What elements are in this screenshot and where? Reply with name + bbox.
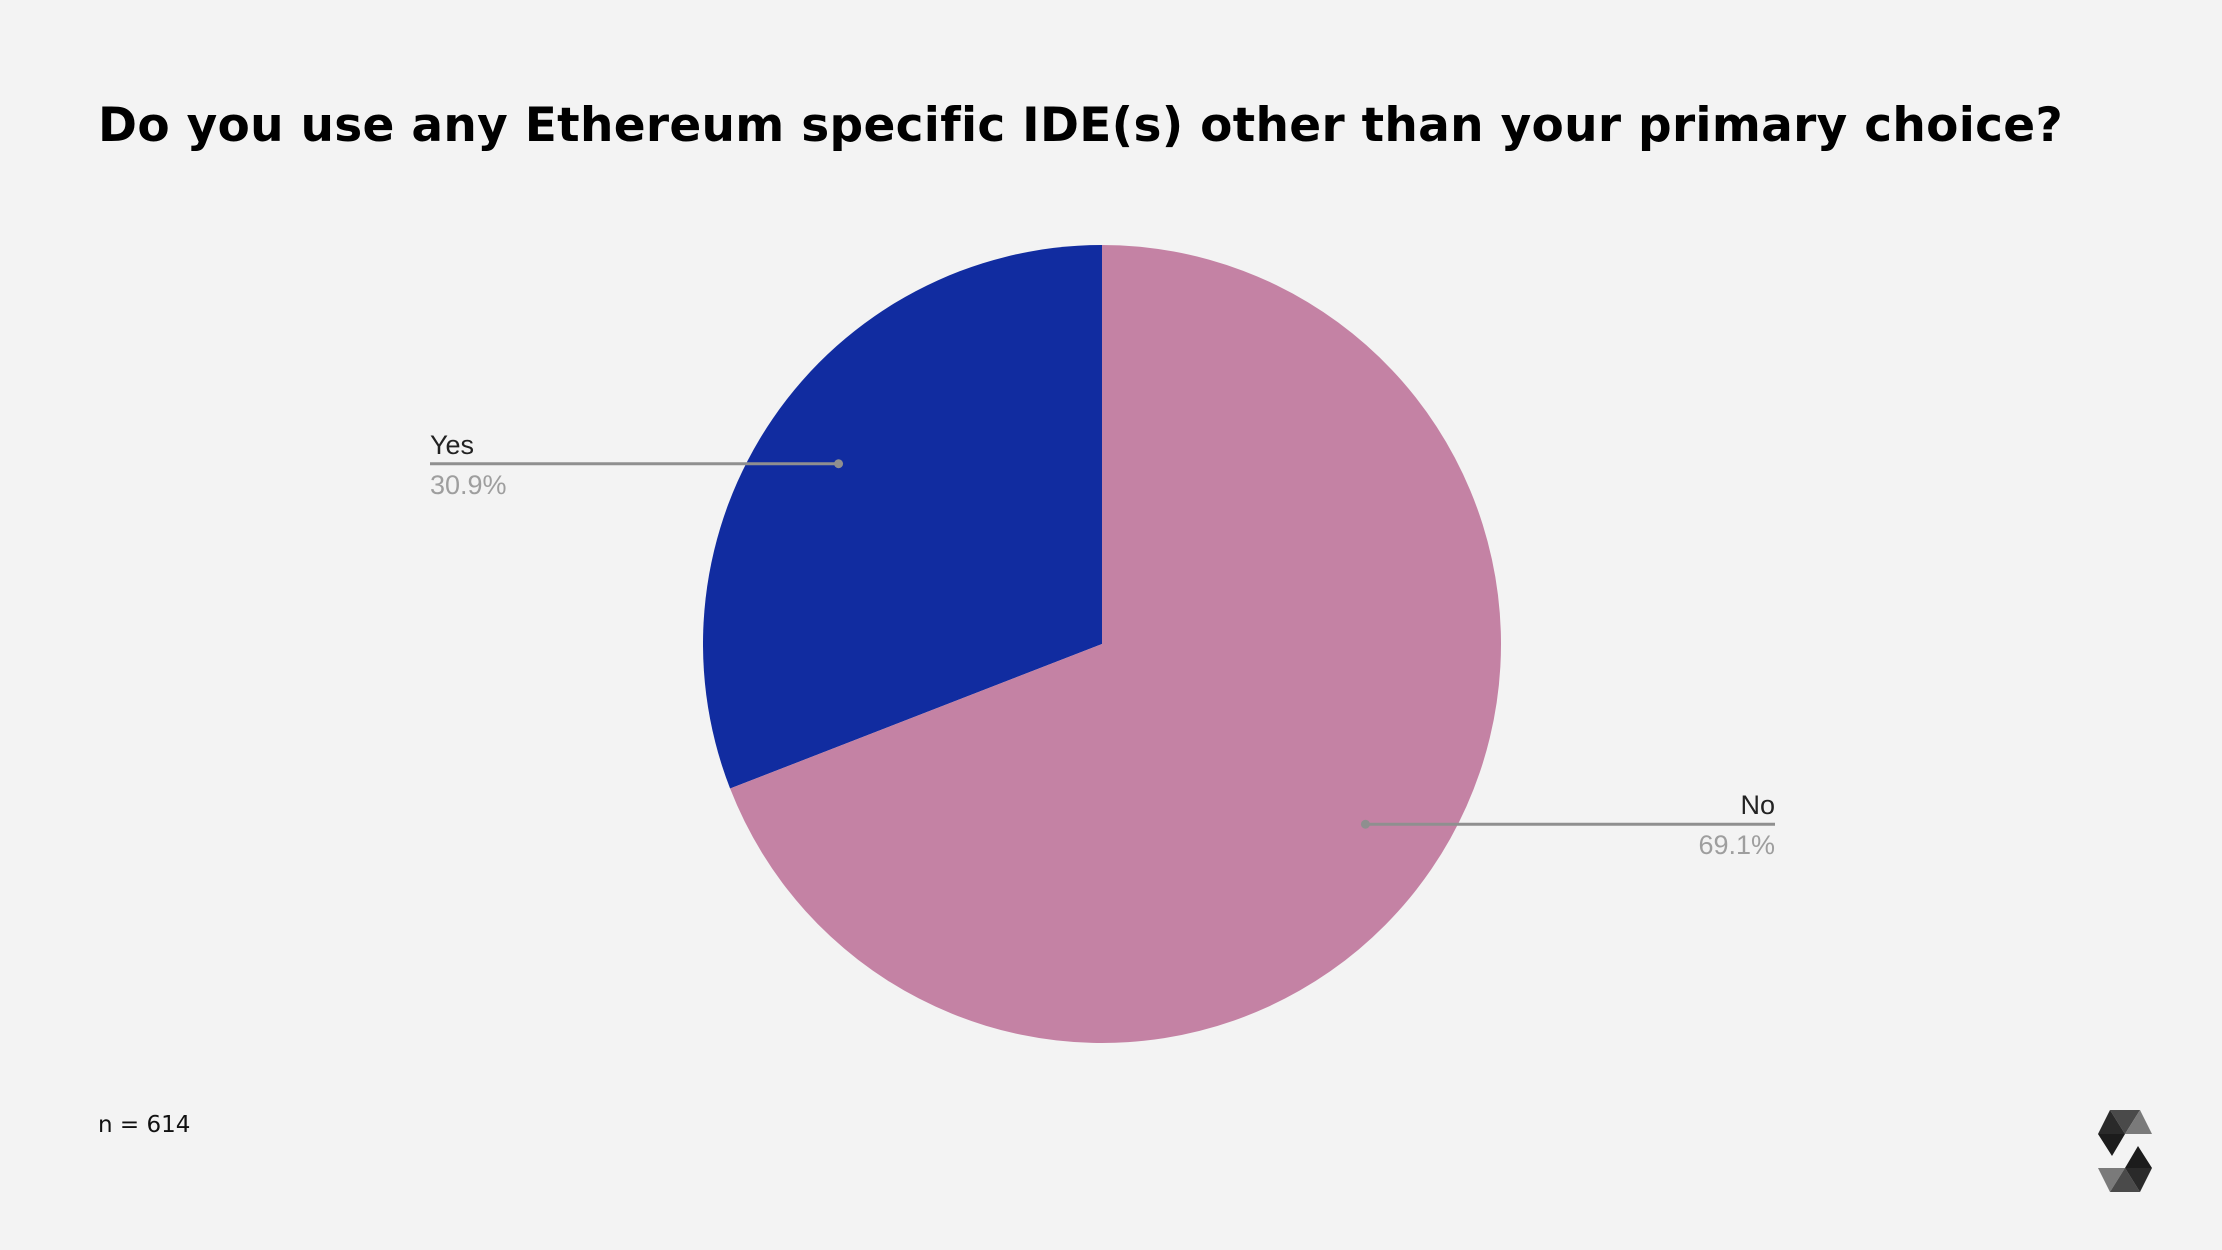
leader-dot-no <box>1360 819 1370 829</box>
slice-label-yes: Yes <box>430 430 474 460</box>
leader-dot-yes <box>834 459 844 469</box>
sample-size-note: n = 614 <box>98 1112 191 1138</box>
pie-slice-no <box>730 245 1501 1043</box>
page-title: Do you use any Ethereum specific IDE(s) … <box>98 98 2064 153</box>
slice-label-no: No <box>1740 790 1775 820</box>
solidity-logo-icon <box>2098 1110 2152 1192</box>
pie-slice-yes <box>703 245 1102 789</box>
slice-value-no: 69.1% <box>1698 830 1775 860</box>
slice-value-yes: 30.9% <box>430 470 507 500</box>
